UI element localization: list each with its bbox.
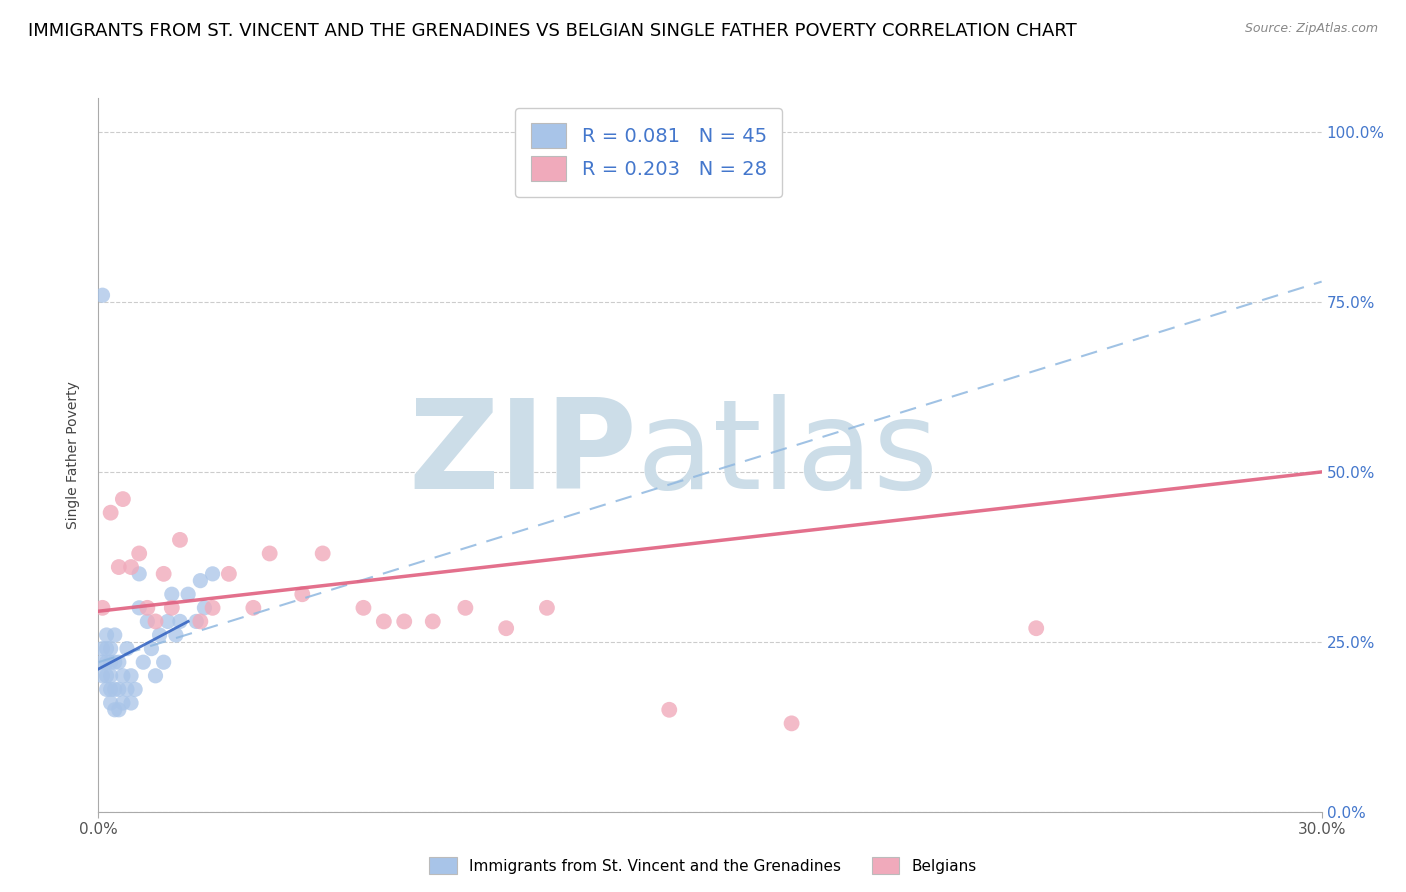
Point [177,587,200,601]
Point [91,669,114,683]
Point [392,615,416,629]
Point [145,669,167,683]
Point [218,566,240,581]
Point [120,560,142,574]
Point [152,655,174,669]
Point [104,682,127,697]
Point [120,669,142,683]
Point [422,615,444,629]
Point [111,669,134,683]
Point [100,696,122,710]
Point [96,682,118,697]
Point [104,655,127,669]
Text: ZIP: ZIP [408,394,637,516]
Point [111,492,134,507]
Point [169,615,191,629]
Point [145,615,167,629]
Point [152,566,174,581]
Point [100,669,122,683]
Legend: Immigrants from St. Vincent and the Grenadines, Belgians: Immigrants from St. Vincent and the Gren… [423,851,983,880]
Point [201,566,224,581]
Point [100,506,122,520]
Point [96,655,118,669]
Point [165,628,187,642]
Point [352,600,374,615]
Point [91,288,114,302]
Point [312,546,335,560]
Point [658,703,681,717]
Point [100,641,122,656]
Text: Source: ZipAtlas.com: Source: ZipAtlas.com [1244,22,1378,36]
Point [108,682,131,697]
Point [128,600,150,615]
Point [100,682,122,697]
Point [1025,621,1047,635]
Point [108,703,131,717]
Point [96,628,118,642]
Point [188,574,212,588]
Point [91,641,114,656]
Point [259,546,281,560]
Point [169,533,191,547]
Point [96,641,118,656]
Point [780,716,803,731]
Point [291,587,314,601]
Point [91,600,114,615]
Point [132,655,155,669]
Point [108,655,131,669]
Point [115,682,138,697]
Text: atlas: atlas [637,394,939,516]
Point [160,600,183,615]
Point [193,600,215,615]
Point [156,615,179,629]
Point [96,669,118,683]
Point [495,621,517,635]
Point [242,600,264,615]
Legend: R = 0.081   N = 45, R = 0.203   N = 28: R = 0.081 N = 45, R = 0.203 N = 28 [516,108,782,197]
Point [115,641,138,656]
Point [186,615,208,629]
Point [128,566,150,581]
Point [104,628,127,642]
Point [91,655,114,669]
Point [201,600,224,615]
Point [120,696,142,710]
Point [111,696,134,710]
Point [108,560,131,574]
Y-axis label: Single Father Poverty: Single Father Poverty [66,381,80,529]
Point [128,546,150,560]
Point [124,682,146,697]
Point [373,615,395,629]
Point [141,641,163,656]
Point [100,655,122,669]
Text: IMMIGRANTS FROM ST. VINCENT AND THE GRENADINES VS BELGIAN SINGLE FATHER POVERTY : IMMIGRANTS FROM ST. VINCENT AND THE GREN… [28,22,1077,40]
Point [536,600,558,615]
Point [104,703,127,717]
Point [136,600,159,615]
Point [149,628,172,642]
Point [136,615,159,629]
Point [160,587,183,601]
Point [454,600,477,615]
Point [188,615,212,629]
